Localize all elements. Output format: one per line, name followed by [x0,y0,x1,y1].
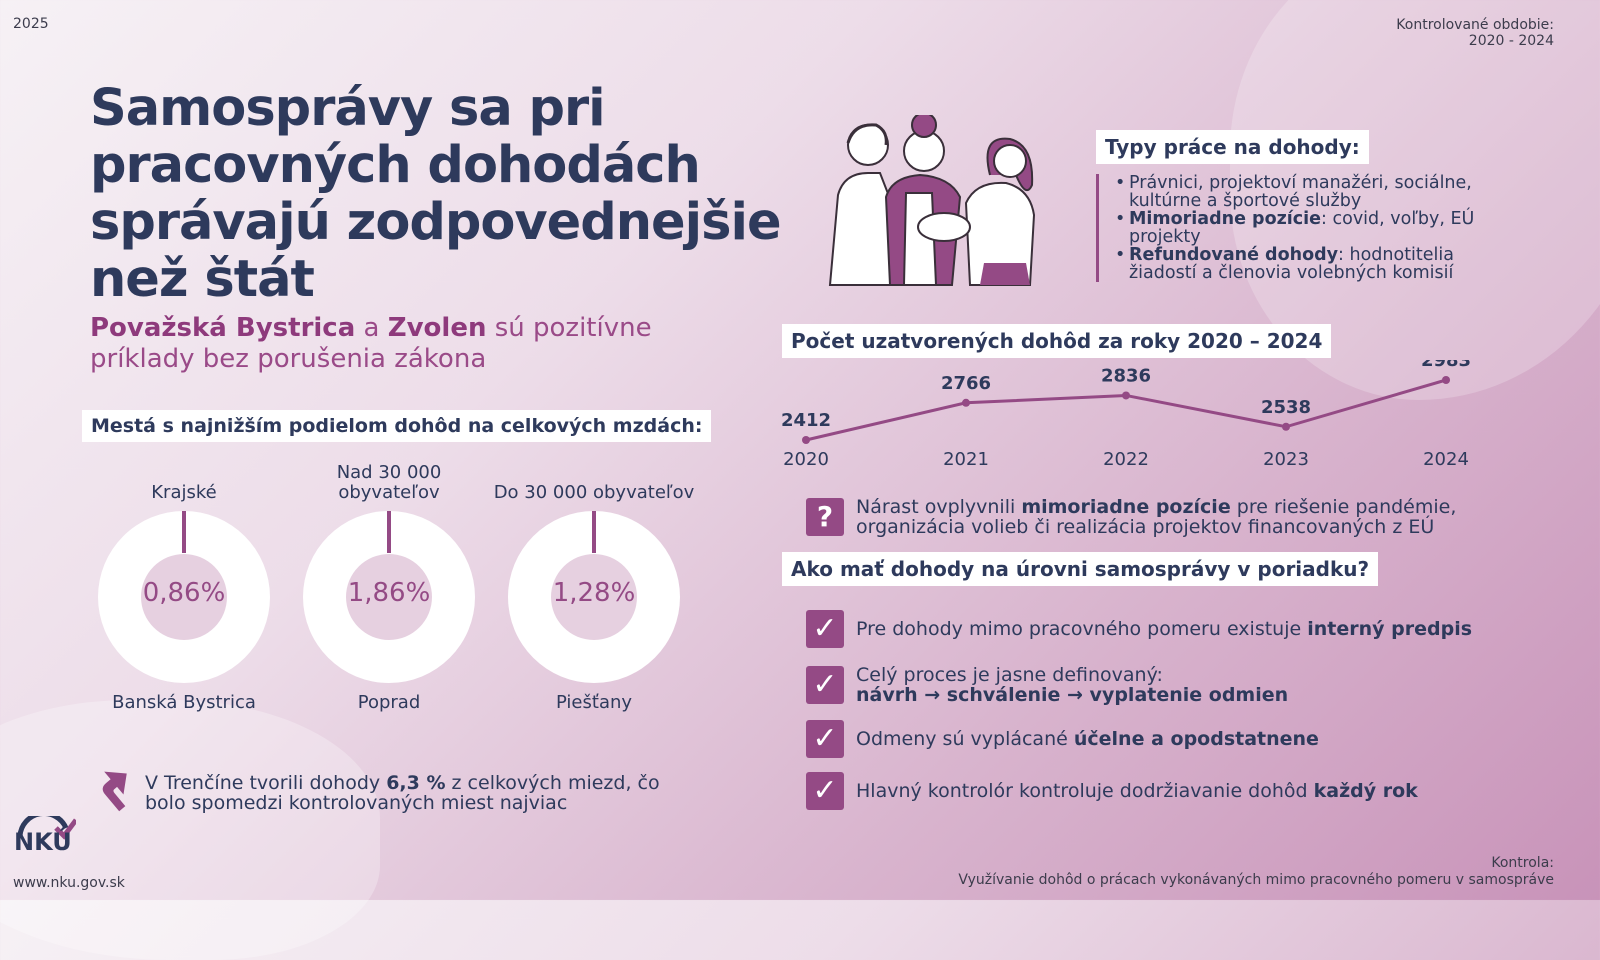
x-tick-label: 2023 [1263,449,1309,470]
work-types-panel: Typy práce na dohody: Právnici, projekto… [1096,130,1526,282]
growth-note: ? Nárast ovplyvnili mimoriadne pozície p… [806,497,1526,537]
footer-label: Kontrola: [1491,855,1554,871]
period-info: Kontrolované obdobie: 2020 - 2024 [1396,17,1554,49]
work-types-header: Typy práce na dohody: [1096,130,1369,164]
data-point [1122,391,1130,400]
list-item: Právnici, projektoví manažéri, sociálne,… [1109,174,1526,210]
cities-header: Mestá s najnižším podielom dohôd na celk… [82,410,712,442]
x-tick-label: 2020 [783,449,829,470]
data-point [1442,376,1450,384]
donut-city: Banská Bystrica [112,692,256,713]
checklist-item: ✓ Pre dohody mimo pracovného pomeru exis… [806,610,1472,648]
page-subtitle: Považská Bystrica a Zvolen sú pozitívne … [90,313,730,375]
donut-category: Do 30 000 obyvateľov [493,482,695,503]
data-point [802,436,810,444]
donut-chart: 1,28% [508,511,680,683]
donut-category: Nad 30 000 obyvateľov [336,462,442,503]
donut-chart: 0,86% [98,511,270,683]
list-item: Refundované dohody: hodnotitelia žiadost… [1109,246,1526,282]
subtitle-rest: sú pozitívne príklady bez porušenia záko… [90,313,652,374]
nku-logo: NKÚ [12,810,78,858]
donut-tick [182,511,186,553]
logo-text: NKÚ [14,828,72,856]
data-label: 2836 [1101,365,1151,386]
footer-control: Kontrola: Využívanie dohôd o prácach vyk… [958,855,1554,889]
data-label: 2983 [1421,360,1471,371]
series-line [805,378,1447,442]
donut-tick [387,511,391,553]
checkmark-icon: ✓ [806,610,844,648]
data-label: 2538 [1261,397,1311,418]
donut-value: 0,86% [142,578,226,608]
year-label: 2025 [13,16,49,32]
footer-text: Využívanie dohôd o prácach vykonávaných … [958,872,1554,888]
line-chart: 2412 2020 2766 2021 2836 2022 2538 2023 2983 2024 [781,360,1471,470]
data-label: 2766 [941,373,991,394]
website-link[interactable]: www.nku.gov.sk [13,875,125,891]
people-illustration [828,115,1036,286]
period-value: 2020 - 2024 [1468,33,1554,49]
donut-value: 1,86% [347,578,431,608]
donut-city: Poprad [357,692,421,713]
period-label: Kontrolované obdobie: [1396,17,1554,33]
data-point [1282,422,1290,431]
page-title: Samosprávy sa pri pracovných dohodách sp… [90,79,782,309]
donut-card: Nad 30 000 obyvateľov 1,86% Poprad [287,463,491,713]
x-tick-label: 2024 [1423,449,1469,470]
work-types-list: Právnici, projektoví manažéri, sociálne,… [1096,174,1526,282]
checklist-item: ✓ Odmeny sú vyplácané účelne a opodstatn… [806,720,1319,758]
checkmark-icon: ✓ [806,772,844,810]
donut-category: Krajské [151,482,217,503]
data-point [962,398,970,407]
x-tick-label: 2022 [1103,449,1149,470]
donut-chart: 1,86% [303,511,475,683]
donut-value: 1,28% [552,578,636,608]
list-item: Mimoriadne pozície: covid, voľby, EÚ pro… [1109,210,1526,246]
subtitle-conj: a [363,313,380,343]
chart-title: Počet uzatvorených dohôd za roky 2020 – … [782,324,1332,358]
data-label: 2412 [781,410,831,431]
city-highlight: Považská Bystrica [90,313,356,343]
city-highlight: Zvolen [387,313,487,343]
up-arrow-icon [102,771,127,812]
donut-city: Piešťany [555,692,633,713]
question-icon: ? [806,498,844,536]
donut-card: Krajské 0,86% Banská Bystrica [82,463,286,713]
howto-header: Ako mať dohody na úrovni samosprávy v po… [782,552,1379,586]
checkmark-icon: ✓ [806,666,844,704]
checklist-item: ✓ Celý proces je jasne definovaný: návrh … [806,665,1288,705]
trencin-note: V Trenčíne tvorili dohody 6,3 % z celkov… [145,772,660,814]
donut-tick [592,511,596,553]
checklist-item: ✓ Hlavný kontrolór kontroluje dodržiavan… [806,772,1418,810]
x-tick-label: 2021 [943,449,989,470]
donut-card: Do 30 000 obyvateľov 1,28% Piešťany [492,463,696,713]
checkmark-icon: ✓ [806,720,844,758]
